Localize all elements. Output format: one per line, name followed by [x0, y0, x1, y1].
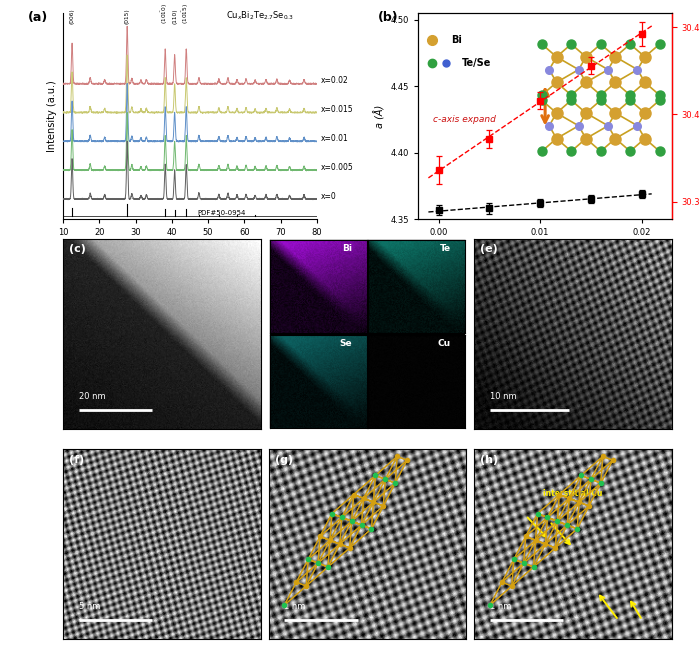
Text: PDF#50-0954: PDF#50-0954 — [197, 210, 246, 216]
Text: (a): (a) — [27, 11, 48, 24]
Text: 5 nm: 5 nm — [79, 602, 100, 611]
Text: x=0.015: x=0.015 — [321, 105, 353, 114]
Text: 20 nm: 20 nm — [79, 392, 106, 401]
Text: $(10\bar{1}0)$: $(10\bar{1}0)$ — [160, 3, 170, 24]
Text: x=0.02: x=0.02 — [321, 77, 348, 85]
Text: (c): (c) — [69, 244, 86, 254]
Text: (b): (b) — [378, 11, 398, 24]
Text: 1 nm: 1 nm — [490, 602, 512, 611]
Text: x=0.005: x=0.005 — [321, 163, 353, 172]
Text: Te/Se: Te/Se — [461, 58, 491, 68]
Text: (e): (e) — [480, 244, 498, 254]
Text: (f): (f) — [69, 454, 84, 464]
Text: (h): (h) — [480, 454, 498, 464]
Text: (006): (006) — [69, 8, 75, 24]
Text: x=0: x=0 — [321, 192, 336, 200]
Text: (110): (110) — [172, 8, 177, 24]
Text: interstitial Cu: interstitial Cu — [543, 490, 603, 498]
Y-axis label: a (Å): a (Å) — [374, 105, 385, 128]
Text: 1 nm: 1 nm — [284, 602, 306, 611]
Text: c-axis expand: c-axis expand — [433, 115, 496, 125]
X-axis label: Cu content  (x): Cu content (x) — [508, 242, 582, 252]
Y-axis label: Intensity (a.u.): Intensity (a.u.) — [48, 81, 57, 152]
Text: 10 nm: 10 nm — [490, 392, 517, 401]
Text: (015): (015) — [125, 8, 130, 24]
Text: x=0.01: x=0.01 — [321, 134, 348, 143]
Text: (g): (g) — [274, 454, 293, 464]
Text: (d): (d) — [276, 244, 295, 254]
Text: Bi: Bi — [452, 35, 462, 45]
X-axis label: 2θ (deg.): 2θ (deg.) — [168, 242, 212, 252]
Text: $\mathrm{Cu}_x\mathrm{Bi}_2\mathrm{Te}_{2.7}\mathrm{Se}_{0.3}$: $\mathrm{Cu}_x\mathrm{Bi}_2\mathrm{Te}_{… — [226, 9, 294, 22]
Text: $(10\bar{1}5)$: $(10\bar{1}5)$ — [181, 3, 191, 24]
